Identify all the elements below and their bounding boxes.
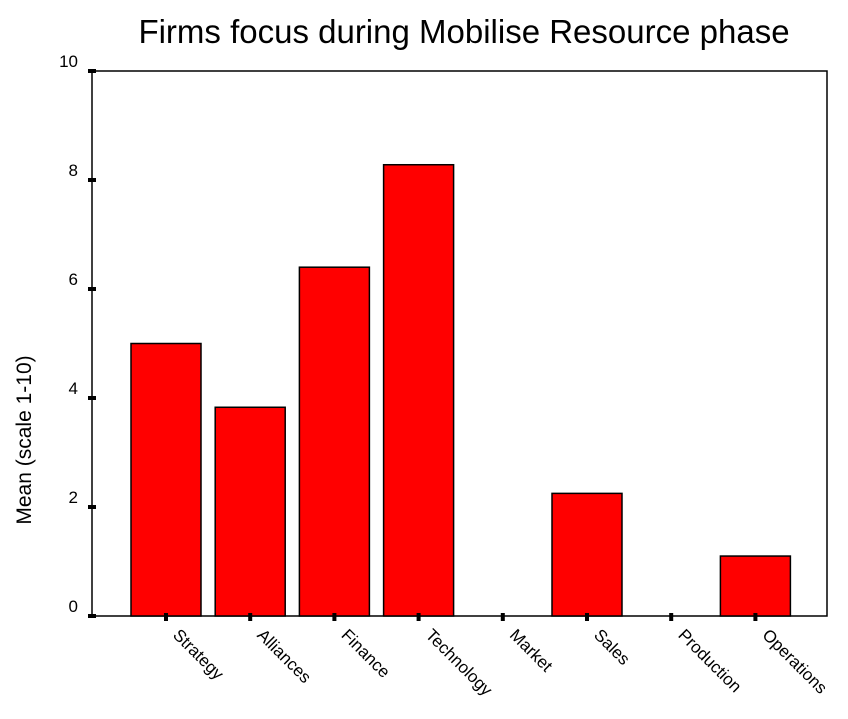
y-tick-mark [88,505,96,509]
x-tick-mark [585,613,589,621]
y-tick-label: 10 [59,52,78,71]
x-tick-label-strategy: Strategy [169,625,228,684]
y-tick-label: 6 [69,270,78,289]
x-tick-label-finance: Finance [338,625,394,681]
bar-strategy [130,342,202,617]
bar-sales [551,492,623,617]
x-tick-label-technology: Technology [422,625,497,700]
y-tick-mark [88,178,96,182]
y-tick-label: 4 [69,379,78,398]
x-tick-mark [248,613,253,621]
y-tick-label: 8 [69,161,78,180]
bar-operations [719,555,792,617]
x-tick-mark [332,613,337,621]
x-tick-mark [416,613,421,621]
y-tick-mark [88,287,96,291]
x-tick-label-market: Market [506,625,556,675]
x-tick-label-sales: Sales [590,625,634,669]
plot-frame [91,70,828,617]
y-axis-label: Mean (scale 1-10) [13,355,36,524]
x-tick-mark [500,613,505,621]
x-tick-mark [164,613,168,621]
chart-title: Firms focus during Mobilise Resource pha… [138,13,789,50]
bar-technology [382,163,455,617]
y-tick-label: 2 [69,488,78,507]
x-tick-label-production: Production [674,625,745,696]
y-tick-mark [88,614,96,618]
x-axis: Strategy Alliances Finance Technology Market… [164,613,831,700]
bars-group [130,163,792,617]
x-tick-label-alliances: Alliances [253,625,315,687]
y-tick-label: 0 [69,597,78,616]
y-axis: 0 2 4 6 8 10 [59,52,96,618]
bar-finance [298,266,371,617]
x-tick-mark [669,613,674,621]
y-tick-mark [88,396,96,400]
x-tick-mark [753,613,758,621]
x-tick-label-operations: Operations [759,625,831,697]
y-tick-mark [88,69,96,73]
bar-alliances [214,406,286,617]
